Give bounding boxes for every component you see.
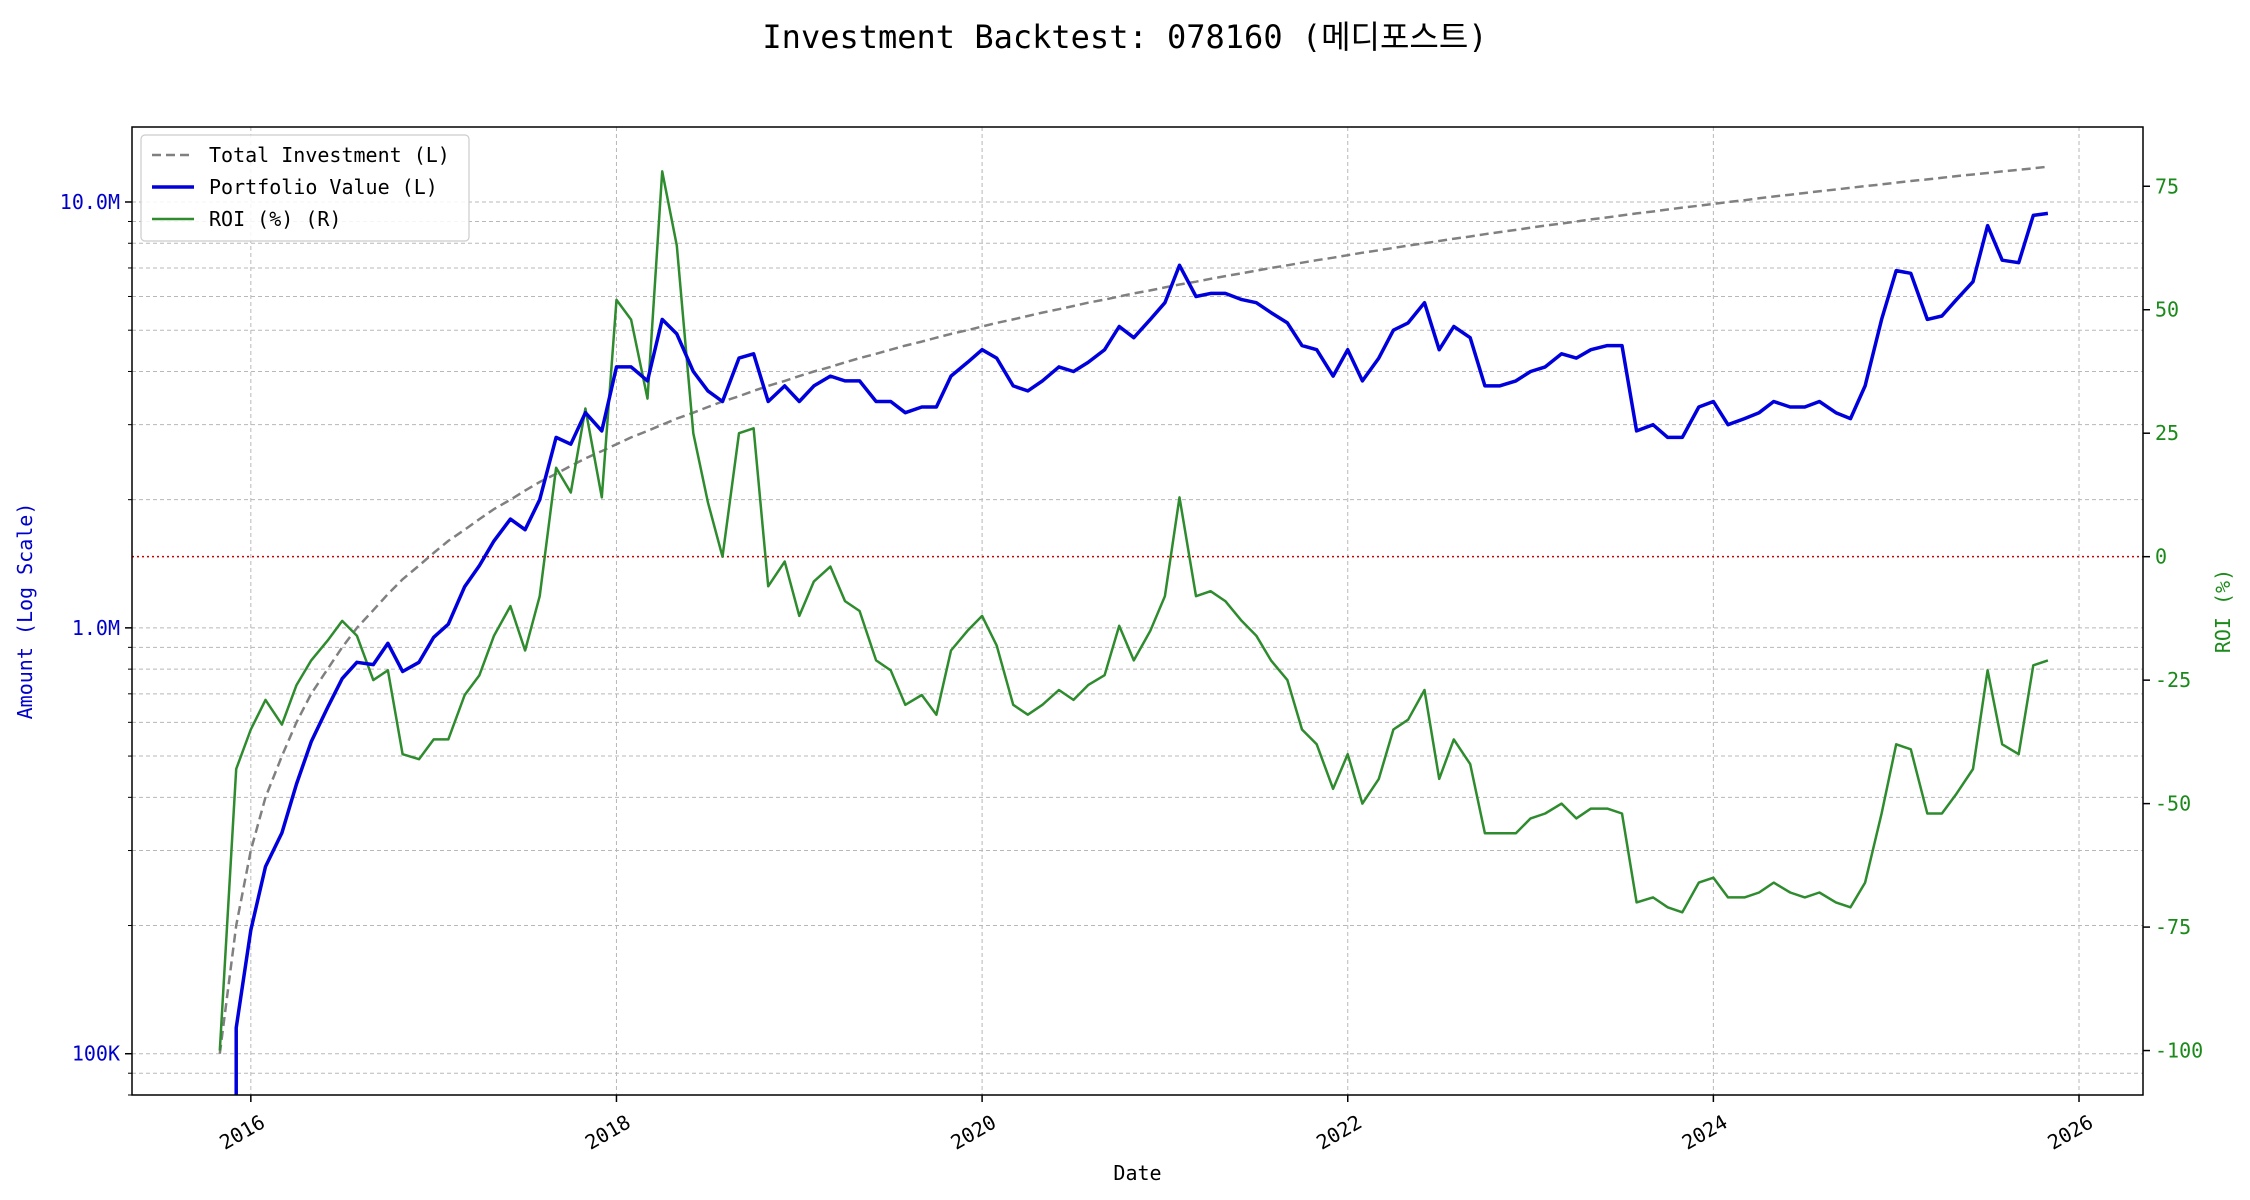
portfolio-value-line <box>234 211 2049 1095</box>
y-right-tick-label: 50 <box>2155 298 2179 322</box>
y-left-tick-label: 100K <box>72 1042 120 1066</box>
y-left-tick-label: 10.0M <box>60 190 120 214</box>
grid <box>132 127 2143 1096</box>
legend-label: ROI (%) (R) <box>209 207 341 231</box>
y-right-tick-label: 75 <box>2155 174 2179 198</box>
y-right-tick-label: -50 <box>2155 792 2191 816</box>
y-right-tick-label: -75 <box>2155 915 2191 939</box>
chart-title: Investment Backtest: 078160 (메디포스트) <box>762 18 1487 56</box>
total-investment-line <box>218 165 2049 1054</box>
legend-box <box>140 134 470 242</box>
y-axis-right-label: ROI (%) <box>2211 569 2235 653</box>
legend: Total Investment (L) Portfolio Value (L) R… <box>140 134 470 242</box>
legend-label: Portfolio Value (L) <box>209 175 438 199</box>
x-tick-label: 2026 <box>2043 1110 2097 1155</box>
y-axis-left-label: Amount (Log Scale) <box>13 503 37 720</box>
x-tick-label: 2024 <box>1678 1110 1732 1155</box>
legend-label: Total Investment (L) <box>209 143 450 167</box>
x-tick-label: 2022 <box>1312 1110 1366 1155</box>
x-tick-label: 2020 <box>946 1110 1000 1155</box>
y-right-tick-label: 25 <box>2155 421 2179 445</box>
y-right-tick-label: 0 <box>2155 545 2167 569</box>
roi-line <box>218 170 2049 1051</box>
y-left-tick-label: 1.0M <box>72 616 120 640</box>
x-tick-label: 2018 <box>581 1110 635 1155</box>
y-right-tick-label: -100 <box>2155 1039 2203 1063</box>
plot-frame <box>131 126 2144 1096</box>
y-right-tick-label: -25 <box>2155 668 2191 692</box>
x-tick-label: 2016 <box>215 1110 269 1155</box>
x-axis-label: Date <box>1113 1161 1161 1185</box>
series-layer <box>218 165 2049 1095</box>
